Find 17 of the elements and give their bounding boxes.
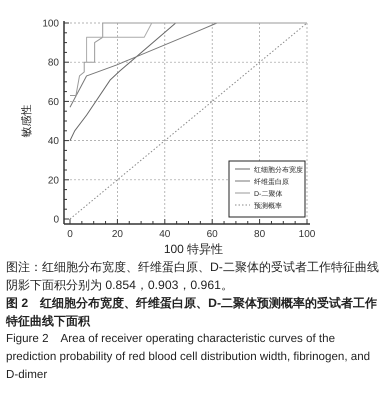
y-tick-label: 60 [48, 96, 60, 108]
x-tick-label: 80 [254, 229, 266, 240]
caption: Figure 2 Area of receiver operating characteristic curves of the prediction probability of red blood cell distribution width, fibrinogen, and D-dimer [6, 331, 372, 383]
caption: 图 2 红细胞分布宽度、纤维蛋白原、D-二聚体预测概率的受试者工作特征曲线下面积 [6, 295, 378, 330]
y-tick-label: 80 [48, 58, 60, 69]
x-tick-label: 20 [112, 229, 124, 240]
x-tick-label: 0 [67, 229, 74, 240]
x-tick-label: 40 [159, 229, 171, 240]
x-tick-label: 100 [298, 229, 316, 240]
x-axis-title: 100 特异性 [164, 242, 224, 256]
text: 图注：红细胞分布宽度、纤维蛋白原、D-二聚体的受试者工作特征曲线阴影下面积分别为 0.854，0.903，0.961。 [6, 259, 380, 294]
y-tick-label: 0 [53, 214, 60, 226]
y-tick-label: 100 [42, 18, 60, 30]
y-tick-label: 40 [48, 136, 60, 148]
y-axis-title: 敏感性 [20, 104, 33, 138]
x-tick-label: 60 [206, 229, 218, 240]
y-tick-label: 20 [48, 175, 60, 186]
